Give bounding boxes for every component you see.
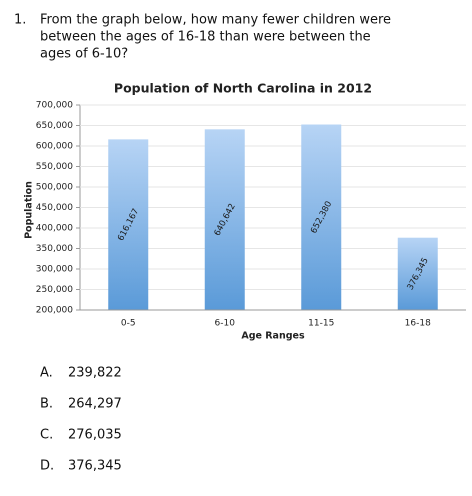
question-line: ages of 6-10?: [40, 47, 128, 62]
y-tick-label: 700,000: [36, 101, 73, 111]
y-tick-label: 450,000: [36, 203, 73, 213]
y-tick-label: 400,000: [36, 224, 73, 234]
y-tick-label: 650,000: [36, 121, 73, 131]
y-tick-label: 300,000: [36, 265, 73, 275]
choice-letter: D.: [40, 459, 54, 474]
choice-text: 239,822: [68, 366, 122, 381]
choice-letter: C.: [40, 428, 53, 443]
x-tick-label: 11-15: [308, 319, 334, 329]
choice-letter: A.: [40, 366, 53, 381]
y-tick-label: 350,000: [36, 244, 73, 254]
choice-text: 376,345: [68, 459, 122, 474]
x-tick-label: 6-10: [215, 319, 236, 329]
y-tick-label: 600,000: [36, 142, 73, 152]
choice-letter: B.: [40, 397, 53, 412]
choice-text: 276,035: [68, 428, 122, 443]
bar: [301, 124, 342, 310]
y-axis-title: Population: [24, 181, 35, 239]
y-tick-label: 550,000: [36, 162, 73, 172]
question-number: 1.: [14, 13, 26, 28]
y-tick-label: 250,000: [36, 285, 73, 295]
y-tick-label: 500,000: [36, 183, 73, 193]
x-tick-label: 0-5: [121, 319, 136, 329]
chart-title: Population of North Carolina in 2012: [114, 81, 372, 96]
bar: [204, 129, 245, 310]
bar: [108, 139, 149, 310]
bar: [397, 237, 438, 310]
y-tick-label: 200,000: [36, 306, 73, 316]
question-line: between the ages of 16-18 than were betw…: [40, 30, 371, 45]
choice-text: 264,297: [68, 397, 122, 412]
x-tick-label: 16-18: [405, 319, 431, 329]
question-line: From the graph below, how many fewer chi…: [40, 13, 391, 28]
x-axis-title: Age Ranges: [241, 331, 305, 342]
